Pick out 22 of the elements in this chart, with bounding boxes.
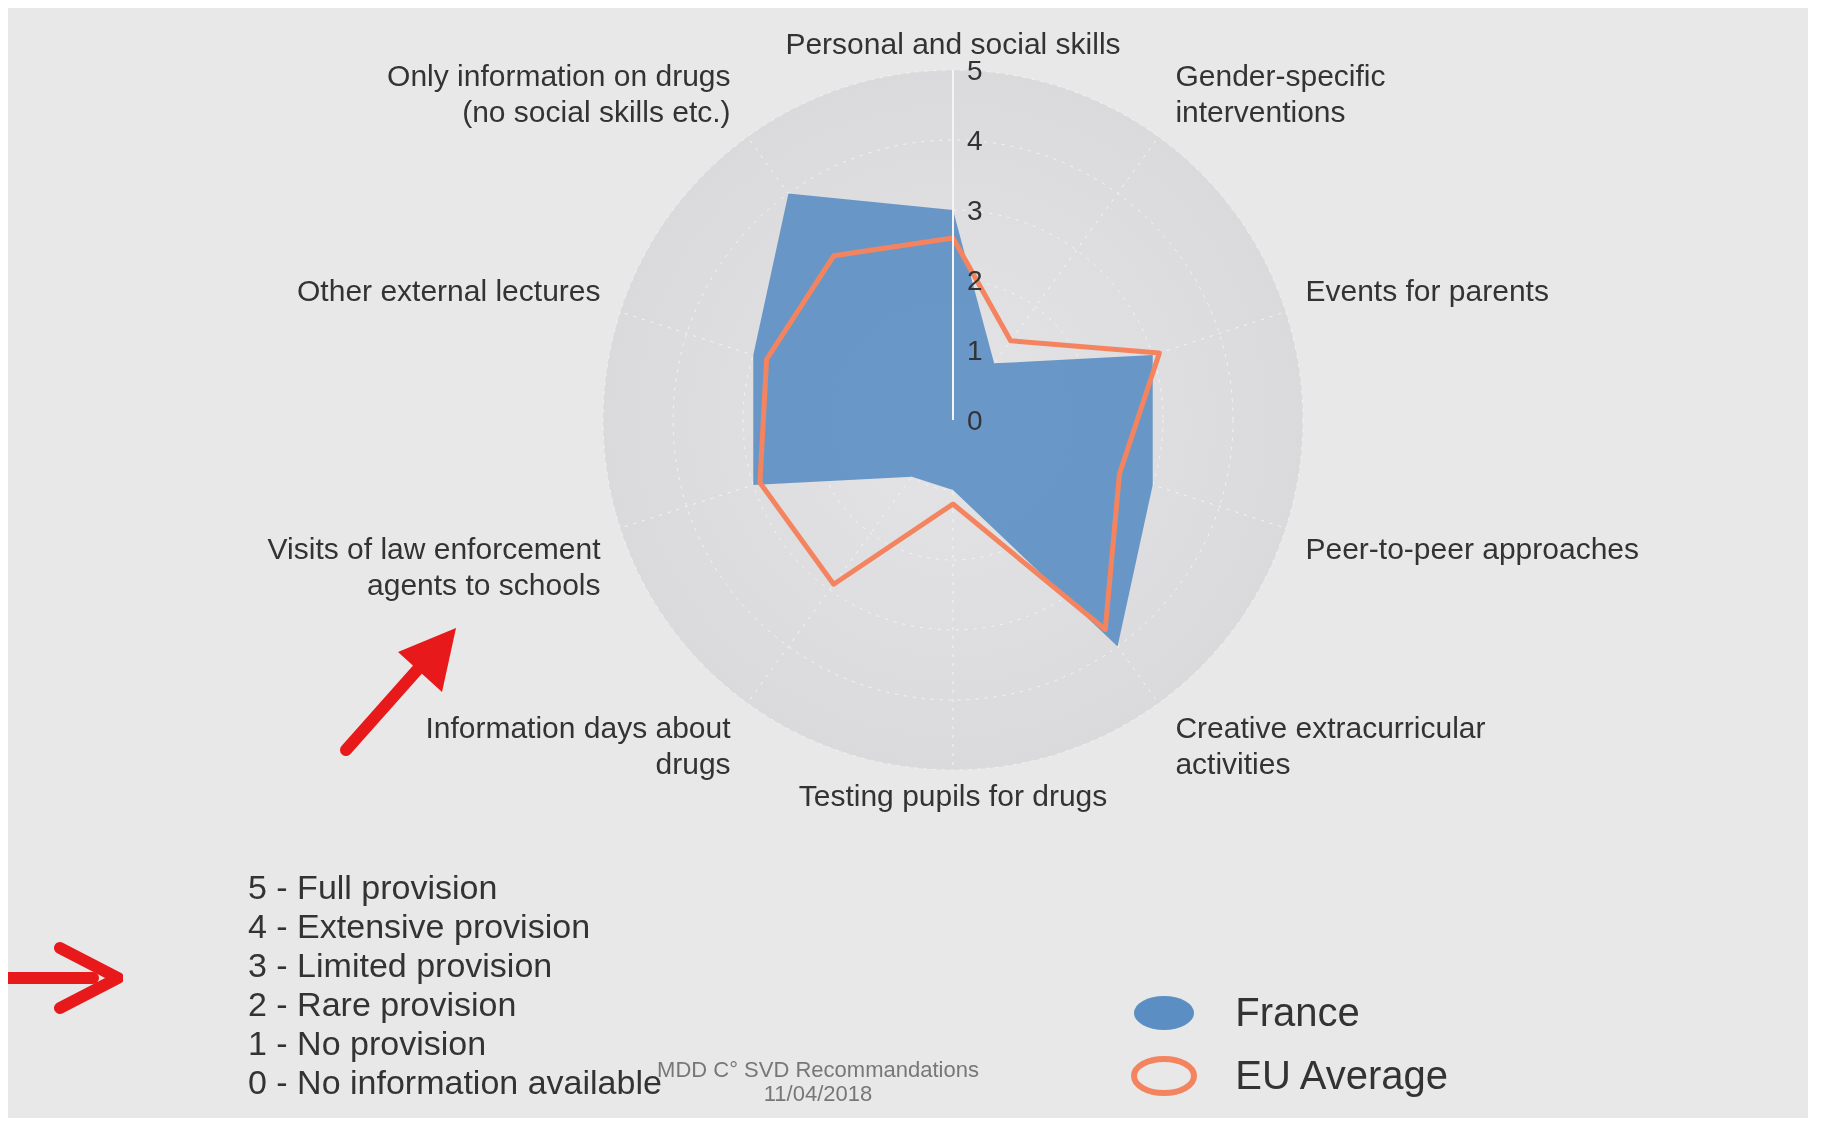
spoke-label: Creative extracurricular activities xyxy=(1175,710,1486,780)
spoke-label: Testing pupils for drugs xyxy=(798,779,1108,812)
text: 5 - Full provision xyxy=(248,868,499,907)
spoke-label: Visits of law enforcement agents to schools xyxy=(267,531,602,601)
y-tick-label: 3 xyxy=(967,194,983,226)
spoke-label: Gender-specific interventions xyxy=(1175,59,1386,129)
legend-label: EU Average xyxy=(1235,1053,1448,1098)
spoke-label: Information days about drugs xyxy=(425,710,732,780)
spoke-label: Other external lectures xyxy=(297,274,601,308)
text: 11/04/2018 xyxy=(763,1081,873,1106)
spoke-label: Only information on drugs (no social skills etc.) xyxy=(387,59,731,129)
spoke-label: Events for parents xyxy=(1305,274,1549,308)
spoke-label: Peer-to-peer approaches xyxy=(1305,531,1640,565)
legend-label: France xyxy=(1235,990,1360,1035)
y-tick-label: 1 xyxy=(967,334,983,366)
text: 4 - Extensive provision xyxy=(248,907,592,946)
y-tick-label: 4 xyxy=(967,124,983,156)
text: 1 - No provision xyxy=(248,1024,487,1062)
text: 2 - Rare provision xyxy=(248,985,518,1024)
y-tick-label: 2 xyxy=(967,264,983,296)
y-tick-label: 0 xyxy=(967,404,983,436)
text: 3 - Limited provision xyxy=(248,946,554,985)
